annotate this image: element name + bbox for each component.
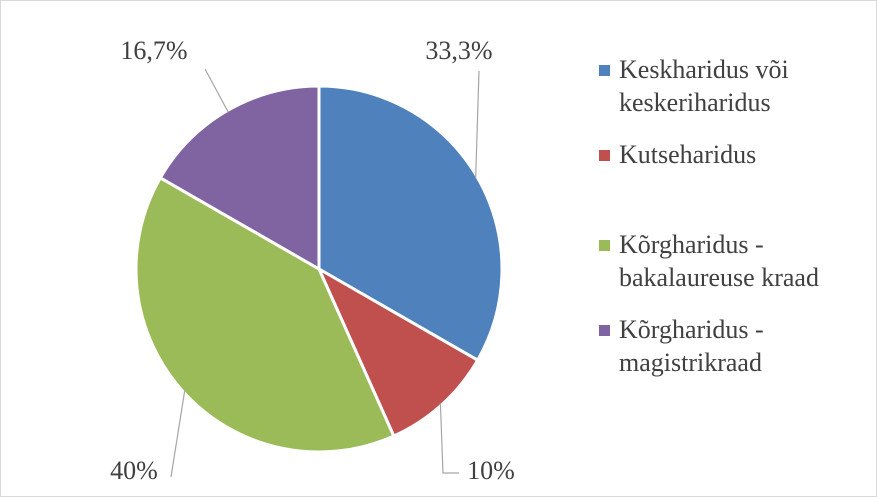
pie-slice bbox=[317, 84, 504, 363]
data-label: 40% bbox=[110, 456, 158, 485]
legend-item: Keskharidus või keskeriharidus bbox=[599, 53, 876, 119]
data-label: 33,3% bbox=[425, 36, 492, 65]
pie-slice bbox=[315, 265, 480, 439]
legend-label: Keskharidus või keskeriharidus bbox=[619, 55, 789, 117]
data-label: 10% bbox=[467, 456, 515, 485]
leader-line bbox=[170, 390, 186, 478]
legend-item: Kutseharidus bbox=[599, 138, 876, 171]
pie-slice bbox=[134, 175, 396, 454]
leader-line bbox=[439, 403, 459, 474]
legend-swatch bbox=[599, 65, 610, 76]
legend-item: Kõrgharidus - magistrikraad bbox=[599, 313, 876, 379]
data-label: 16,7% bbox=[120, 36, 187, 65]
legend-label: Kutseharidus bbox=[619, 140, 757, 169]
legend-label: Kõrgharidus - magistrikraad bbox=[619, 315, 764, 377]
legend-item: Kõrgharidus - bakalaureuse kraad bbox=[599, 228, 876, 294]
leader-line bbox=[475, 70, 480, 179]
leader-line bbox=[204, 68, 229, 113]
legend-swatch bbox=[599, 325, 610, 336]
legend-swatch bbox=[599, 240, 610, 251]
legend-label: Kõrgharidus - bakalaureuse kraad bbox=[619, 230, 819, 292]
legend-swatch bbox=[599, 150, 610, 161]
